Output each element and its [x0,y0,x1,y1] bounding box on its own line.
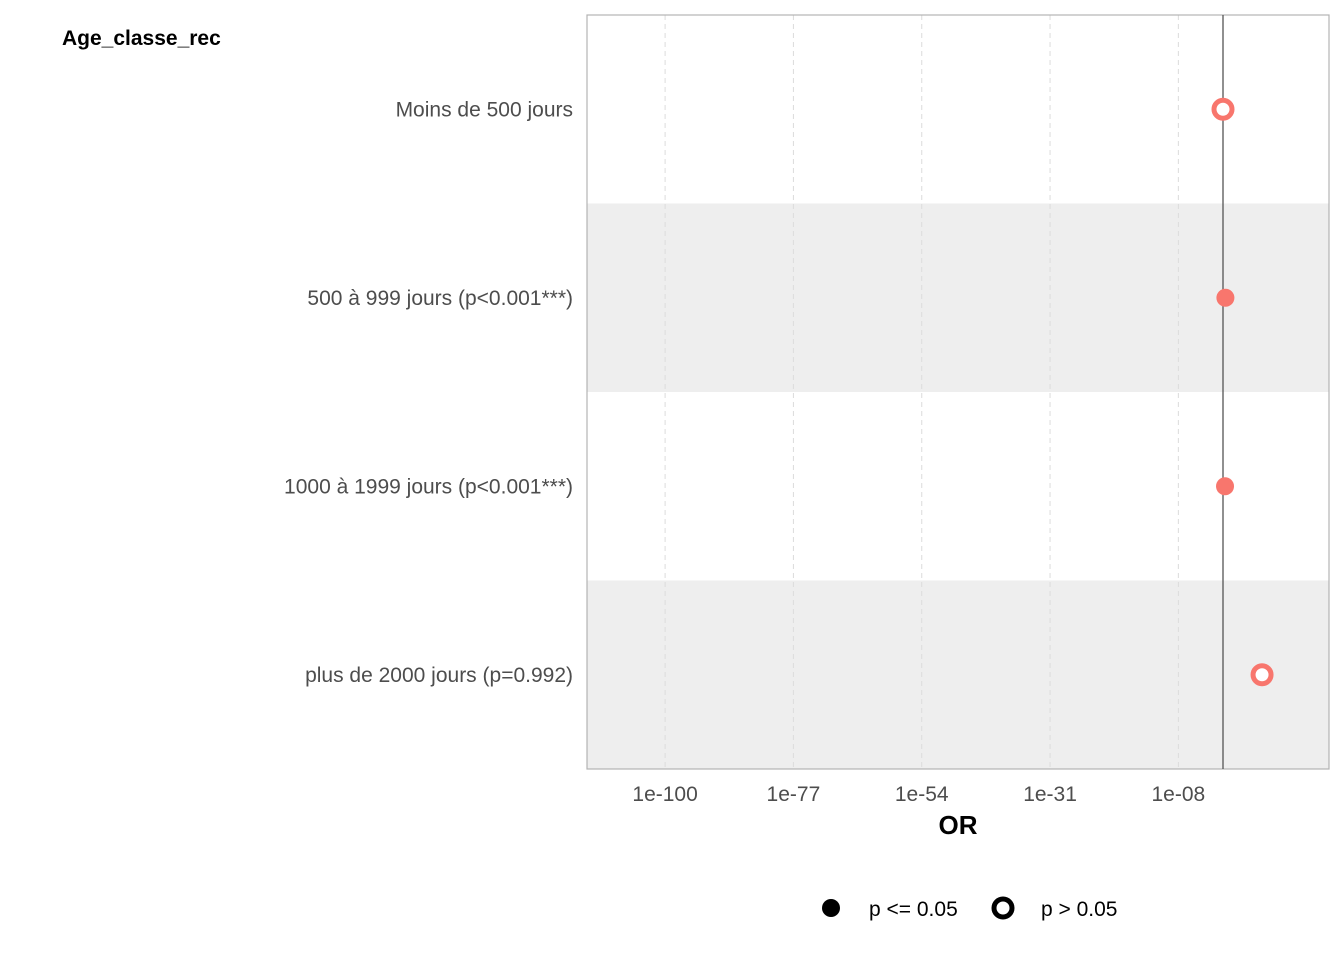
x-tick-label: 1e-31 [1023,783,1077,806]
y-category-label: 1000 à 1999 jours (p<0.001***) [284,475,573,498]
panel-border [586,14,1330,770]
y-category-label: plus de 2000 jours (p=0.992) [305,664,573,687]
row-bands [587,203,1329,769]
point-significant [1216,477,1235,496]
x-tick-label: 1e-100 [632,783,697,806]
x-tick-label: 1e-08 [1152,783,1206,806]
variable-label: Age_classe_rec [62,27,221,50]
row-band [587,580,1329,769]
legend-open-circle-icon [991,896,1015,920]
points-layer [1211,97,1274,687]
x-axis-title: OR [939,810,978,840]
y-category-label: 500 à 999 jours (p<0.001***) [307,287,573,310]
row-band [587,203,1329,392]
point-nonsignificant [1250,663,1274,687]
y-axis-labels: Moins de 500 jours 500 à 999 jours (p<0.0… [284,98,573,687]
legend-filled-circle-icon [822,899,840,917]
legend-label: p <= 0.05 [869,898,958,921]
point-significant [1216,288,1235,307]
x-axis-ticks: 1e-100 1e-77 1e-54 1e-31 1e-08 [632,783,1205,806]
y-category-label: Moins de 500 jours [396,98,573,121]
legend: p <= 0.05 p > 0.05 [822,896,1117,921]
legend-label: p > 0.05 [1041,898,1117,921]
x-tick-label: 1e-77 [767,783,821,806]
point-nonsignificant [1211,97,1235,121]
x-tick-label: 1e-54 [895,783,949,806]
